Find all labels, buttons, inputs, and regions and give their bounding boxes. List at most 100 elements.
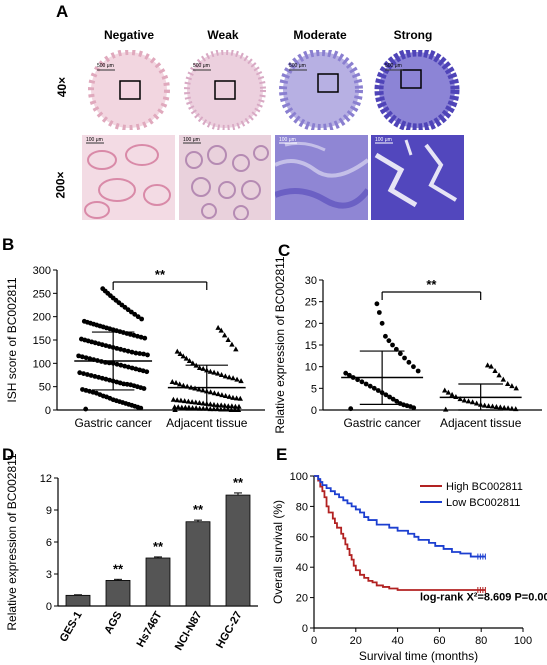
x-category-label: Hs746T (135, 609, 165, 649)
data-point (229, 403, 235, 409)
data-point (238, 378, 244, 384)
data-point (83, 355, 89, 361)
column-label-weak: Weak (207, 28, 239, 42)
zoom-box (400, 69, 422, 89)
x-category-label: GES-1 (58, 610, 85, 645)
data-point (485, 403, 492, 409)
x-category-label: Gastric cancer (343, 416, 420, 430)
scale-bar-label: 500 μm (193, 63, 210, 69)
data-point (218, 327, 224, 333)
data-point (390, 396, 396, 402)
data-point (379, 320, 385, 326)
data-point (170, 396, 177, 402)
data-point (465, 398, 472, 404)
data-point (103, 376, 109, 382)
data-point (235, 407, 242, 412)
data-point (415, 368, 421, 374)
y-tick-label: 0 (302, 623, 308, 635)
row-label-40x: 40× (55, 76, 70, 98)
data-point (186, 404, 192, 410)
data-point (489, 403, 496, 409)
y-tick-label: 0 (311, 405, 317, 417)
x-category-label: Adjacent tissue (440, 416, 522, 430)
y-tick-label: 6 (46, 537, 52, 549)
bar (105, 579, 131, 607)
bar (225, 494, 251, 607)
data-point (406, 359, 412, 365)
data-point (374, 301, 380, 307)
data-point (122, 363, 128, 369)
data-point (118, 346, 123, 352)
data-point (473, 400, 480, 406)
data-point (469, 399, 476, 405)
chart-b-ish-score: B 0 50 100 150 200 250 300 ISH score of BC002811… (2, 235, 265, 430)
data-point (145, 352, 150, 358)
data-point (83, 406, 89, 412)
data-point (411, 364, 416, 370)
data-point (394, 398, 400, 404)
data-point (237, 395, 243, 401)
data-point (183, 355, 190, 361)
y-tick-label: 100 (290, 471, 308, 483)
data-point (375, 388, 381, 393)
data-point (174, 348, 180, 354)
data-point (196, 365, 203, 370)
row-label-200x: 200× (53, 171, 68, 199)
legend-label: Low BC002811 (446, 497, 520, 509)
y-tick-label: 20 (305, 318, 317, 330)
data-point (346, 372, 352, 378)
data-point (443, 406, 449, 412)
data-point (232, 407, 238, 412)
zoom-box (214, 80, 236, 100)
column-label-moderate: Moderate (293, 28, 347, 42)
y-tick-label: 200 (33, 312, 51, 324)
data-point (233, 395, 240, 401)
tma-core-weak: 500 μm (179, 50, 271, 130)
data-point (449, 391, 455, 397)
data-point (129, 349, 135, 355)
data-point (359, 379, 365, 385)
y-tick-label: 15 (305, 340, 317, 352)
y-tick-label: 40 (296, 562, 308, 574)
data-point (355, 377, 360, 383)
data-point (185, 398, 192, 404)
y-tick-label: 5 (311, 383, 317, 395)
significance-stars: ** (193, 502, 204, 517)
data-point (229, 341, 235, 347)
y-tick-label: 3 (46, 569, 52, 581)
data-point (126, 364, 131, 370)
y-tick-label: 0 (45, 405, 51, 417)
survival-curve (314, 475, 486, 591)
data-point (129, 365, 135, 371)
data-point (200, 405, 206, 411)
data-point (135, 314, 141, 320)
data-point (114, 346, 120, 351)
data-point (133, 350, 139, 356)
data-point (367, 383, 373, 389)
data-point (218, 402, 224, 408)
panel-letter: B (2, 235, 14, 254)
data-point (142, 335, 148, 341)
data-point (137, 351, 143, 356)
data-point (193, 405, 199, 411)
bar (145, 557, 171, 607)
data-point (509, 383, 515, 389)
data-point (226, 374, 232, 380)
data-point (179, 404, 185, 410)
data-point (79, 336, 84, 342)
panel-letter: D (2, 445, 14, 464)
data-point (196, 386, 202, 392)
data-point (461, 397, 468, 403)
bar (185, 521, 211, 607)
data-point (92, 374, 98, 379)
data-point (215, 324, 221, 330)
data-point (492, 368, 498, 373)
zoom-box (119, 80, 141, 100)
data-point (230, 375, 236, 381)
significance-stars: ** (113, 561, 124, 576)
data-point (107, 377, 112, 383)
data-point (114, 361, 120, 367)
data-point (221, 332, 228, 338)
data-point (189, 399, 195, 405)
scale-bar-label: 500 μm (385, 63, 402, 69)
